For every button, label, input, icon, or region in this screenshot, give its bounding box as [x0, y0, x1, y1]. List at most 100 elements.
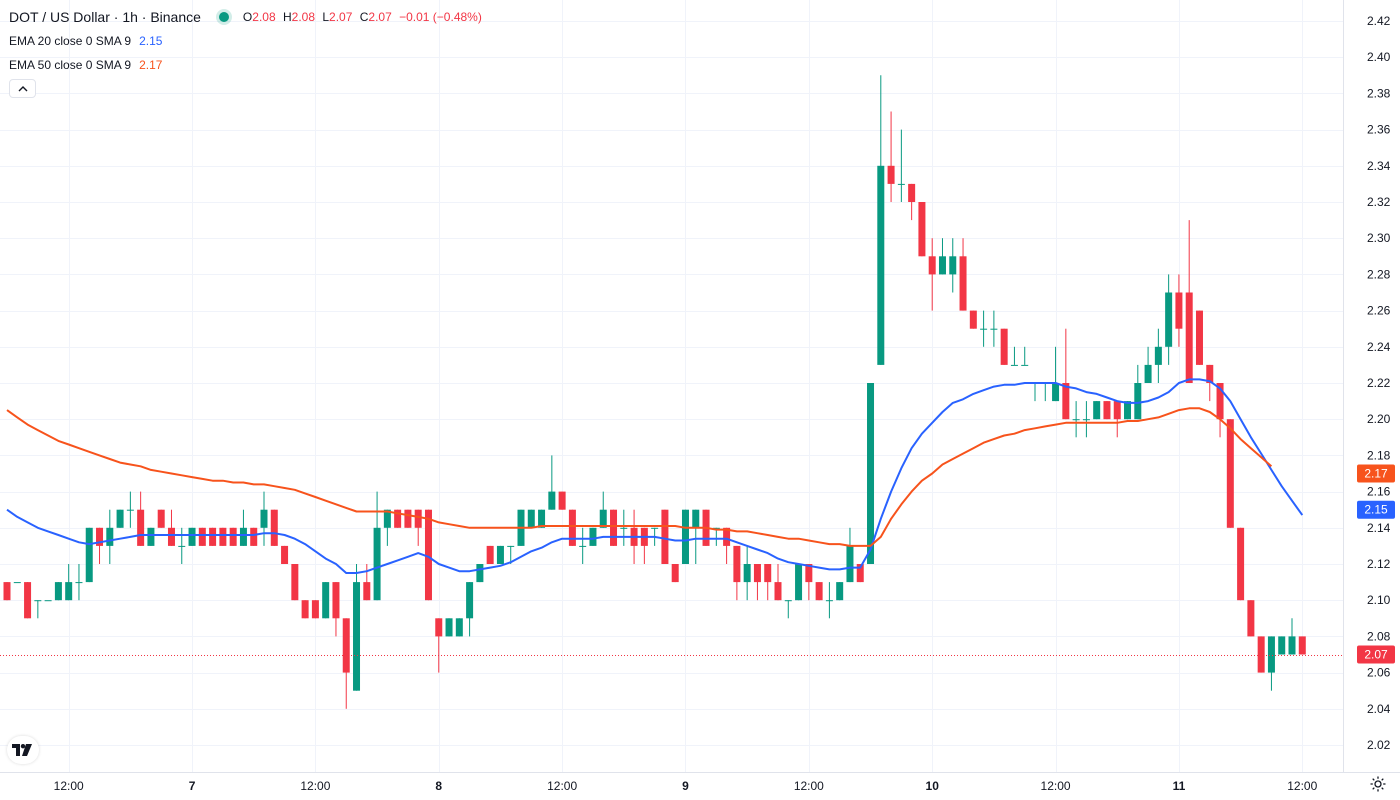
candle-down [3, 582, 11, 601]
axes [0, 0, 1400, 773]
candle-down [856, 564, 864, 583]
candle-up [1134, 383, 1142, 420]
candle-up [990, 328, 998, 330]
symbol-row: DOT / US Dollar · 1h · Binance O2.08 H2.… [9, 7, 486, 27]
candle-down [1103, 401, 1111, 420]
candle-down [723, 527, 731, 546]
y-tick-label: 2.02 [1367, 738, 1391, 752]
candle-down [805, 564, 813, 583]
candle-up [75, 582, 83, 584]
candle-up [795, 564, 803, 601]
candle-up [1154, 346, 1162, 365]
x-tick-label: 12:00 [794, 779, 824, 793]
candle-down [764, 564, 772, 583]
candle-down [414, 509, 422, 528]
candle-up [466, 582, 474, 619]
candle-down [486, 545, 494, 564]
candle-up [1072, 419, 1080, 421]
tradingview-logo-icon[interactable] [7, 736, 39, 764]
x-axis-ticks[interactable]: 12:00 7 12:00 8 12:00 9 12:00 10 12:00 11 12:00 [54, 779, 1318, 793]
y-tick-label: 2.40 [1367, 50, 1391, 64]
price-tags: 2.17 2.15 2.07 [1357, 464, 1395, 664]
candle-up [34, 600, 42, 602]
candle-up [651, 527, 659, 529]
candle-up [897, 183, 905, 185]
y-tick-label: 2.16 [1367, 485, 1391, 499]
candle-up [353, 582, 361, 691]
candle-down [311, 600, 319, 619]
candle-down [671, 564, 679, 583]
candle-up [85, 527, 93, 583]
ema-lines [6, 378, 1304, 574]
indicator-ema50-label: EMA 50 close 0 SMA 9 [9, 58, 132, 72]
candle-down [1062, 383, 1070, 420]
candle-up [1165, 292, 1173, 347]
candle-down [733, 545, 741, 583]
candle-up [1052, 383, 1060, 402]
x-tick-label: 9 [682, 779, 689, 793]
candle-up [599, 509, 607, 528]
settings-button[interactable] [1369, 775, 1387, 798]
candle-down [301, 600, 309, 619]
candle-up [373, 527, 381, 601]
ema20-price-tag-label: 2.15 [1364, 503, 1388, 517]
y-tick-label: 2.30 [1367, 231, 1391, 245]
symbol-title[interactable]: DOT / US Dollar · 1h · Binance [9, 9, 201, 25]
candle-up [1082, 419, 1090, 421]
candle-down [291, 564, 299, 601]
x-tick-label: 10 [926, 779, 940, 793]
candle-up [455, 618, 463, 637]
candle-down [157, 509, 165, 528]
candle-up [496, 545, 504, 564]
candle-down [568, 509, 576, 546]
indicator-ema50[interactable]: EMA 50 close 0 SMA 9 2.17 [9, 55, 486, 75]
candle-up [1010, 364, 1018, 366]
y-tick-label: 2.04 [1367, 702, 1391, 716]
candle-up [877, 165, 885, 365]
candle-up [260, 509, 268, 528]
candle-down [435, 618, 443, 637]
y-tick-label: 2.38 [1367, 86, 1391, 100]
candle-up [579, 545, 587, 547]
x-tick-label: 12:00 [547, 779, 577, 793]
candle-up [54, 582, 62, 601]
y-tick-label: 2.42 [1367, 14, 1391, 28]
candle-up [1093, 401, 1101, 420]
y-tick-label: 2.06 [1367, 666, 1391, 680]
gear-icon [1370, 776, 1386, 792]
ohlc-key-close: C [359, 10, 369, 24]
candle-up [620, 527, 628, 529]
candle-up [527, 509, 535, 528]
chevron-up-icon [18, 85, 27, 91]
candle-up [692, 509, 700, 528]
indicator-ema20-label: EMA 20 close 0 SMA 9 [9, 34, 132, 48]
y-axis-ticks[interactable]: 2.02 2.04 2.06 2.08 2.10 2.12 2.14 2.16 2.18 2.20… [1367, 14, 1391, 752]
ohlc-high: 2.08 [291, 10, 315, 24]
candle-down [137, 509, 145, 546]
candle-up [681, 509, 689, 564]
candle-down [1247, 600, 1255, 637]
indicator-ema20[interactable]: EMA 20 close 0 SMA 9 2.15 [9, 31, 486, 51]
candle-up [867, 383, 875, 564]
ema50-line [6, 407, 1273, 547]
candle-up [1124, 401, 1132, 420]
candle-down [1237, 527, 1245, 601]
y-tick-label: 2.18 [1367, 448, 1391, 462]
candle-up [507, 545, 515, 547]
candle-up [13, 582, 21, 584]
candle-down [24, 582, 32, 619]
candle-down [815, 582, 823, 601]
candle-down [1216, 383, 1224, 420]
candle-up [1021, 364, 1029, 366]
x-tick-label: 7 [189, 779, 196, 793]
y-tick-label: 2.22 [1367, 376, 1391, 390]
candle-up [980, 328, 988, 330]
candle-down [229, 527, 237, 546]
ohlc-key-open: O [242, 10, 253, 24]
candle-down [167, 527, 175, 546]
collapse-legend-button[interactable] [9, 79, 36, 98]
candle-down [1185, 292, 1193, 383]
y-tick-label: 2.08 [1367, 629, 1391, 643]
x-tick-label: 12:00 [1041, 779, 1071, 793]
